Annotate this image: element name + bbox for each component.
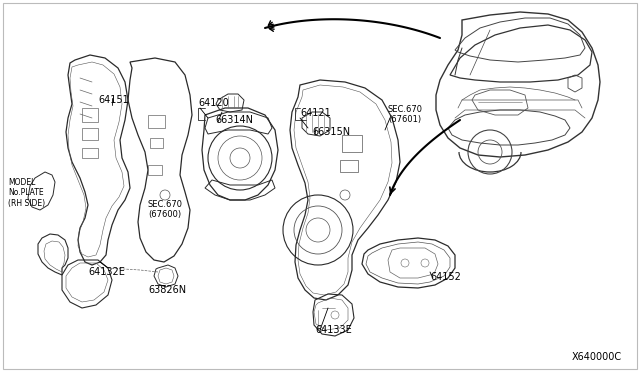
Text: SEC.670
(67601): SEC.670 (67601) [388, 105, 423, 124]
Text: SEC.670
(67600): SEC.670 (67600) [148, 200, 183, 219]
Text: 66315N: 66315N [312, 127, 350, 137]
Text: 64133E: 64133E [315, 325, 352, 335]
Text: 64132E: 64132E [88, 267, 125, 277]
Text: 66314N: 66314N [215, 115, 253, 125]
Text: 64152: 64152 [430, 272, 461, 282]
Text: MODEL
No.PLATE
(RH SIDE): MODEL No.PLATE (RH SIDE) [8, 178, 45, 208]
Text: 64120: 64120 [198, 98, 228, 108]
Text: X640000C: X640000C [572, 352, 622, 362]
Text: 64151: 64151 [98, 95, 129, 105]
Text: 63826N: 63826N [148, 285, 186, 295]
Text: 64121: 64121 [300, 108, 331, 118]
